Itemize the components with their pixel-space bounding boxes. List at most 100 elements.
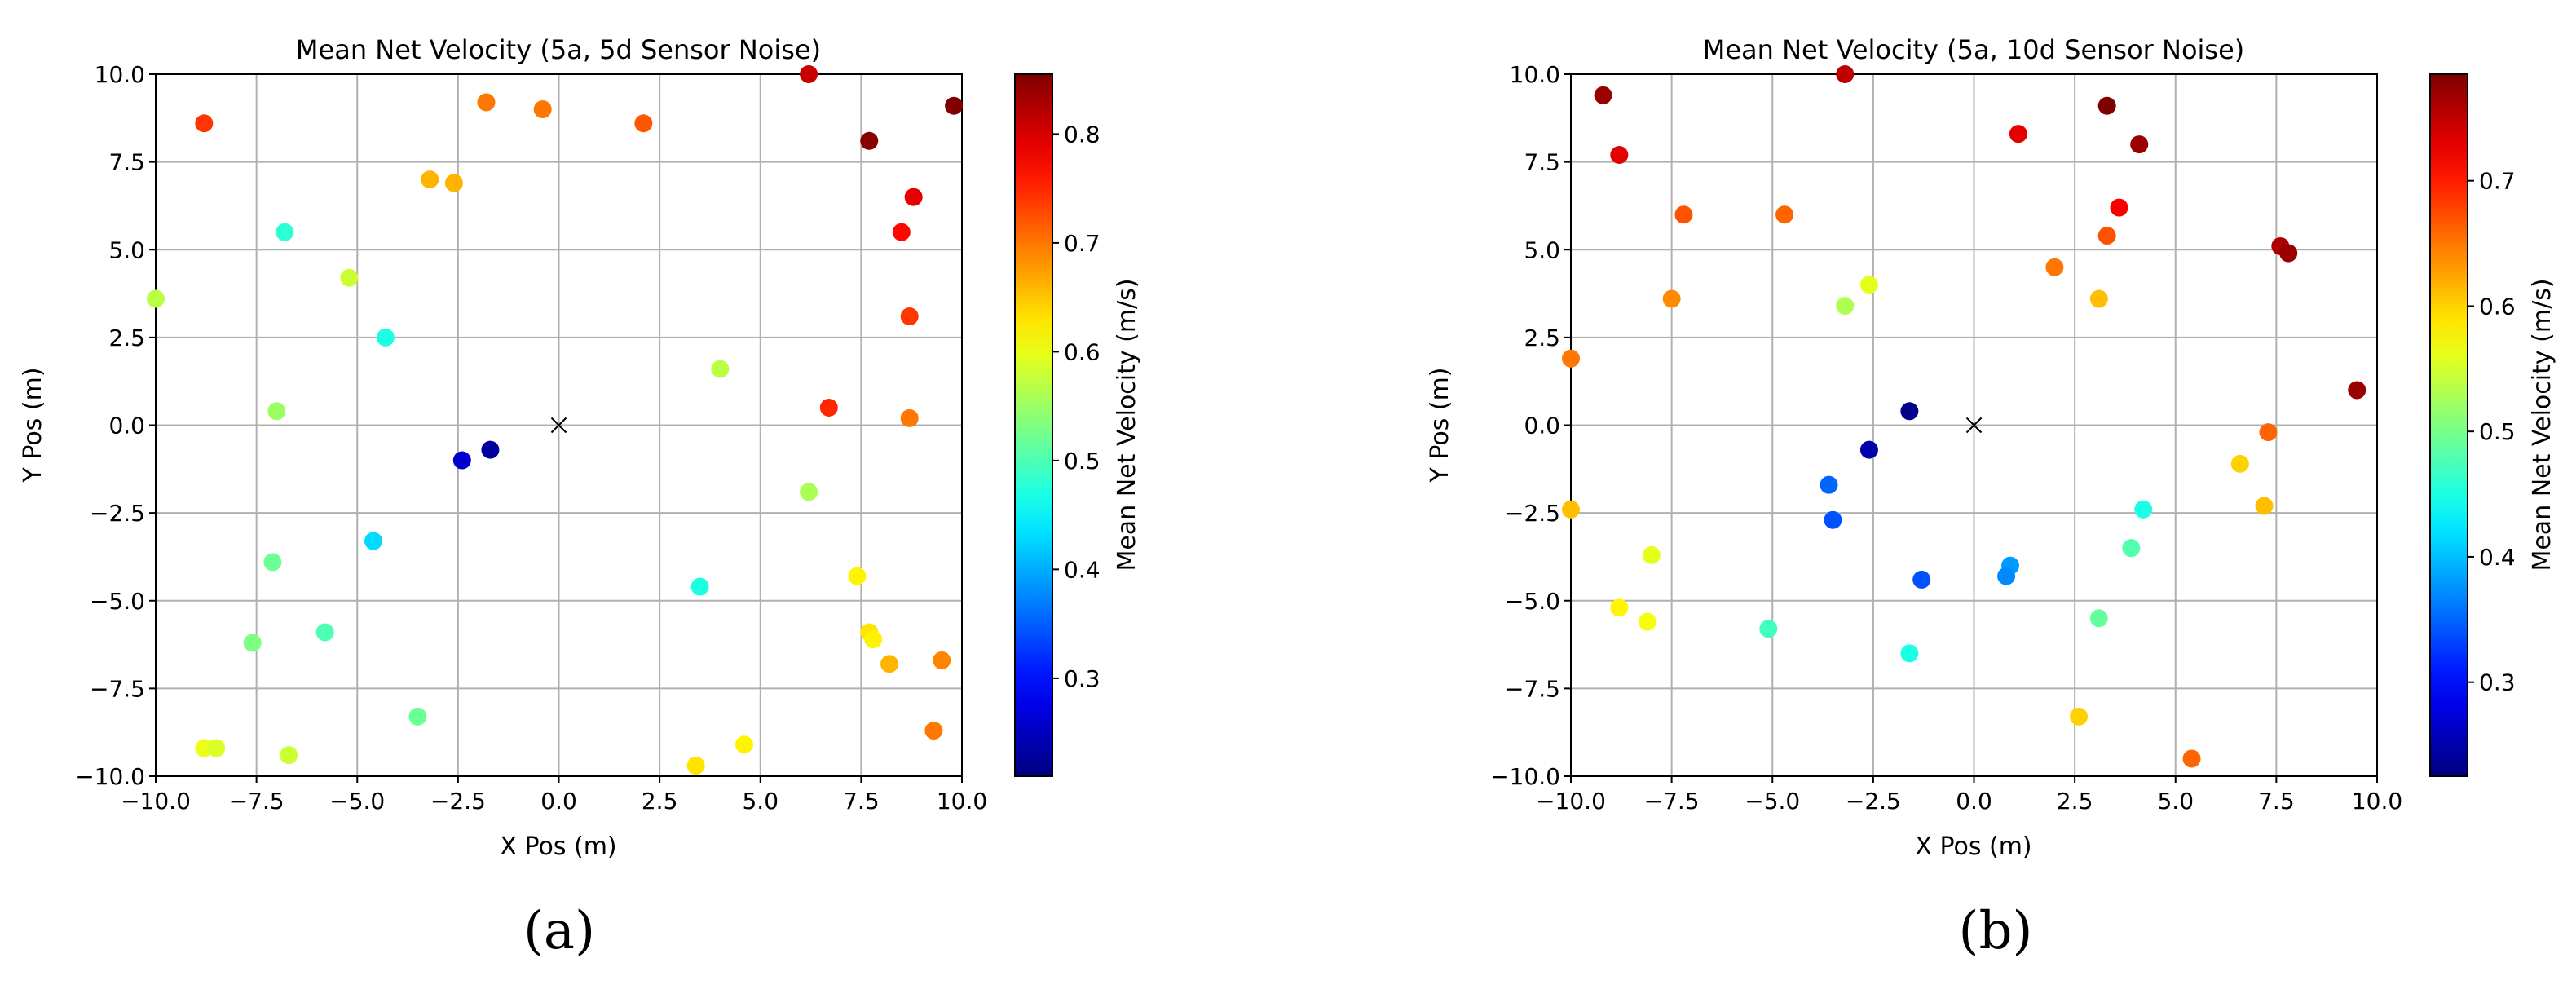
panel-a-y-axis-label: Y Pos (m) bbox=[19, 367, 47, 483]
panel-a-colorbar-tick-label-3: 0.6 bbox=[1064, 338, 1101, 365]
panel-b-colorbar-tick-label-3: 0.6 bbox=[2479, 293, 2516, 320]
panel-a-ytick-label-7: 7.5 bbox=[108, 149, 145, 176]
panel-b-xtick-label-7: 7.5 bbox=[2258, 788, 2295, 815]
panel-a-origin-stroke-2 bbox=[550, 417, 567, 434]
panel-b-point-5 bbox=[2130, 135, 2149, 154]
panel-a-point-20 bbox=[481, 440, 500, 459]
panel-a-point-15 bbox=[892, 223, 911, 241]
panel-a-chart: Mean Net Velocity (5a, 5d Sensor Noise) … bbox=[19, 34, 1141, 961]
panel-a-ytick-label-3: −2.5 bbox=[90, 500, 145, 527]
panel-a-point-38 bbox=[734, 735, 753, 754]
panel-b-point-15 bbox=[1859, 276, 1878, 294]
panel-a-xtick-label-6: 5.0 bbox=[742, 788, 779, 815]
panel-b-point-6 bbox=[1674, 205, 1693, 224]
panel-b-point-26 bbox=[1562, 500, 1580, 519]
panel-b-point-12 bbox=[2045, 258, 2064, 276]
panel-a-point-14 bbox=[904, 188, 923, 206]
panel-b-point-7 bbox=[1775, 205, 1794, 224]
panel-b-colorbar-tick-label-0: 0.3 bbox=[2479, 669, 2516, 696]
panel-a-point-13 bbox=[945, 96, 964, 115]
panel-a-point-21 bbox=[452, 451, 471, 470]
panel-a-point-34 bbox=[864, 630, 883, 649]
panel-a-title: Mean Net Velocity (5a, 5d Sensor Noise) bbox=[296, 34, 821, 65]
panel-b-y-axis-label: Y Pos (m) bbox=[1426, 367, 1454, 483]
panel-b-xtick-label-1: −7.5 bbox=[1644, 788, 1700, 815]
panel-a-xtick-label-4: 0.0 bbox=[540, 788, 577, 815]
panel-b-colorbar-tick-label-4: 0.7 bbox=[2479, 168, 2516, 195]
panel-a-xtick-label-2: −5.0 bbox=[329, 788, 385, 815]
panel-a-point-28 bbox=[207, 739, 226, 757]
panel-b-x-axis-label: X Pos (m) bbox=[1915, 832, 2031, 861]
panel-b-point-2 bbox=[1836, 65, 1855, 83]
panel-b-ytick-label-2: −5.0 bbox=[1505, 588, 1560, 615]
panel-b-xtick-label-6: 5.0 bbox=[2157, 788, 2194, 815]
panel-b-xtick-label-2: −5.0 bbox=[1745, 788, 1800, 815]
panel-b-ytick-label-0: −10.0 bbox=[1490, 763, 1560, 790]
panel-a-origin-marker bbox=[550, 417, 567, 434]
panel-a-point-17 bbox=[819, 398, 838, 417]
panel-a-point-19 bbox=[711, 360, 730, 378]
panel-b-ytick-label-6: 5.0 bbox=[1524, 236, 1560, 263]
panel-b-point-36 bbox=[2255, 497, 2274, 515]
panel-a-x-axis-label: X Pos (m) bbox=[500, 832, 616, 861]
panel-b-point-13 bbox=[1662, 289, 1681, 308]
panel-b-point-17 bbox=[1562, 349, 1580, 368]
panel-b-point-21 bbox=[1820, 475, 1838, 494]
panel-a-point-35 bbox=[880, 655, 898, 673]
panel-a-ytick-label-8: 10.0 bbox=[95, 61, 145, 88]
panel-b-point-8 bbox=[2110, 198, 2128, 217]
panel-b-point-11 bbox=[2279, 244, 2298, 263]
panel-a-colorbar-tick-label-5: 0.8 bbox=[1064, 121, 1101, 148]
panel-b-point-32 bbox=[2089, 609, 2108, 628]
panel-a-xtick-label-5: 2.5 bbox=[642, 788, 678, 815]
panel-a-point-18 bbox=[900, 408, 919, 427]
panel-b-point-3 bbox=[2097, 96, 2116, 115]
panel-b-point-29 bbox=[1638, 612, 1656, 631]
panel-a-point-0 bbox=[195, 114, 214, 133]
panel-b-point-4 bbox=[2009, 125, 2027, 143]
panel-a-xtick-label-0: −10.0 bbox=[121, 788, 191, 815]
panel-b-point-37 bbox=[2259, 423, 2278, 442]
panel-a-point-7 bbox=[444, 174, 463, 192]
panel-b-colorbar-tick-label-2: 0.5 bbox=[2479, 418, 2516, 445]
panel-a-point-6 bbox=[421, 170, 439, 189]
panel-a-point-22 bbox=[364, 532, 383, 550]
panel-a-point-24 bbox=[243, 634, 262, 652]
panel-b-colorbar-label: Mean Net Velocity (m/s) bbox=[2528, 278, 2556, 571]
panel-a-point-1 bbox=[147, 289, 165, 308]
panel-b-ytick-label-1: −7.5 bbox=[1505, 675, 1560, 702]
panel-a-point-10 bbox=[634, 114, 653, 133]
panel-a-point-5 bbox=[267, 402, 286, 421]
panel-a-colorbar: 0.3 0.4 0.5 0.6 0.7 0.8 bbox=[1014, 73, 1101, 777]
panel-a-point-12 bbox=[860, 131, 879, 150]
panel-b-point-19 bbox=[1900, 402, 1919, 421]
panel-a-point-9 bbox=[533, 100, 552, 119]
panel-b-point-38 bbox=[2070, 707, 2089, 726]
panel-b-point-31 bbox=[1900, 644, 1919, 663]
panel-a-point-8 bbox=[477, 93, 496, 112]
panel-a-colorbar-label: Mean Net Velocity (m/s) bbox=[1113, 278, 1141, 571]
panel-b-point-18 bbox=[2348, 381, 2366, 400]
panel-b-origin-stroke-2 bbox=[1965, 417, 1983, 434]
panel-b-ytick-label-8: 10.0 bbox=[1510, 61, 1560, 88]
panel-b-ytick-label-7: 7.5 bbox=[1524, 149, 1560, 176]
panel-a-colorbar-tick-label-0: 0.3 bbox=[1064, 665, 1101, 692]
panel-a-point-25 bbox=[315, 623, 334, 642]
panel-b-title: Mean Net Velocity (5a, 10d Sensor Noise) bbox=[1703, 34, 2245, 65]
panel-b-point-30 bbox=[1759, 620, 1778, 638]
panel-b-xtick-label-0: −10.0 bbox=[1536, 788, 1606, 815]
panel-b-point-1 bbox=[1610, 146, 1629, 165]
panel-a-point-26 bbox=[408, 707, 427, 726]
panel-b-colorbar-gradient bbox=[2429, 73, 2468, 777]
panel-b-point-34 bbox=[2134, 500, 2153, 519]
panel-a-ytick-label-6: 5.0 bbox=[108, 236, 145, 263]
panel-a-colorbar-gradient bbox=[1014, 73, 1053, 777]
panel-a-point-39 bbox=[686, 757, 705, 775]
panel-b-point-25 bbox=[1997, 567, 2016, 585]
panel-a-xtick-label-3: −2.5 bbox=[430, 788, 486, 815]
panel-a-point-31 bbox=[800, 483, 818, 501]
panel-b-xtick-label-8: 10.0 bbox=[2352, 788, 2402, 815]
panel-b-point-20 bbox=[1859, 440, 1878, 459]
panel-b-point-23 bbox=[1912, 570, 1931, 589]
